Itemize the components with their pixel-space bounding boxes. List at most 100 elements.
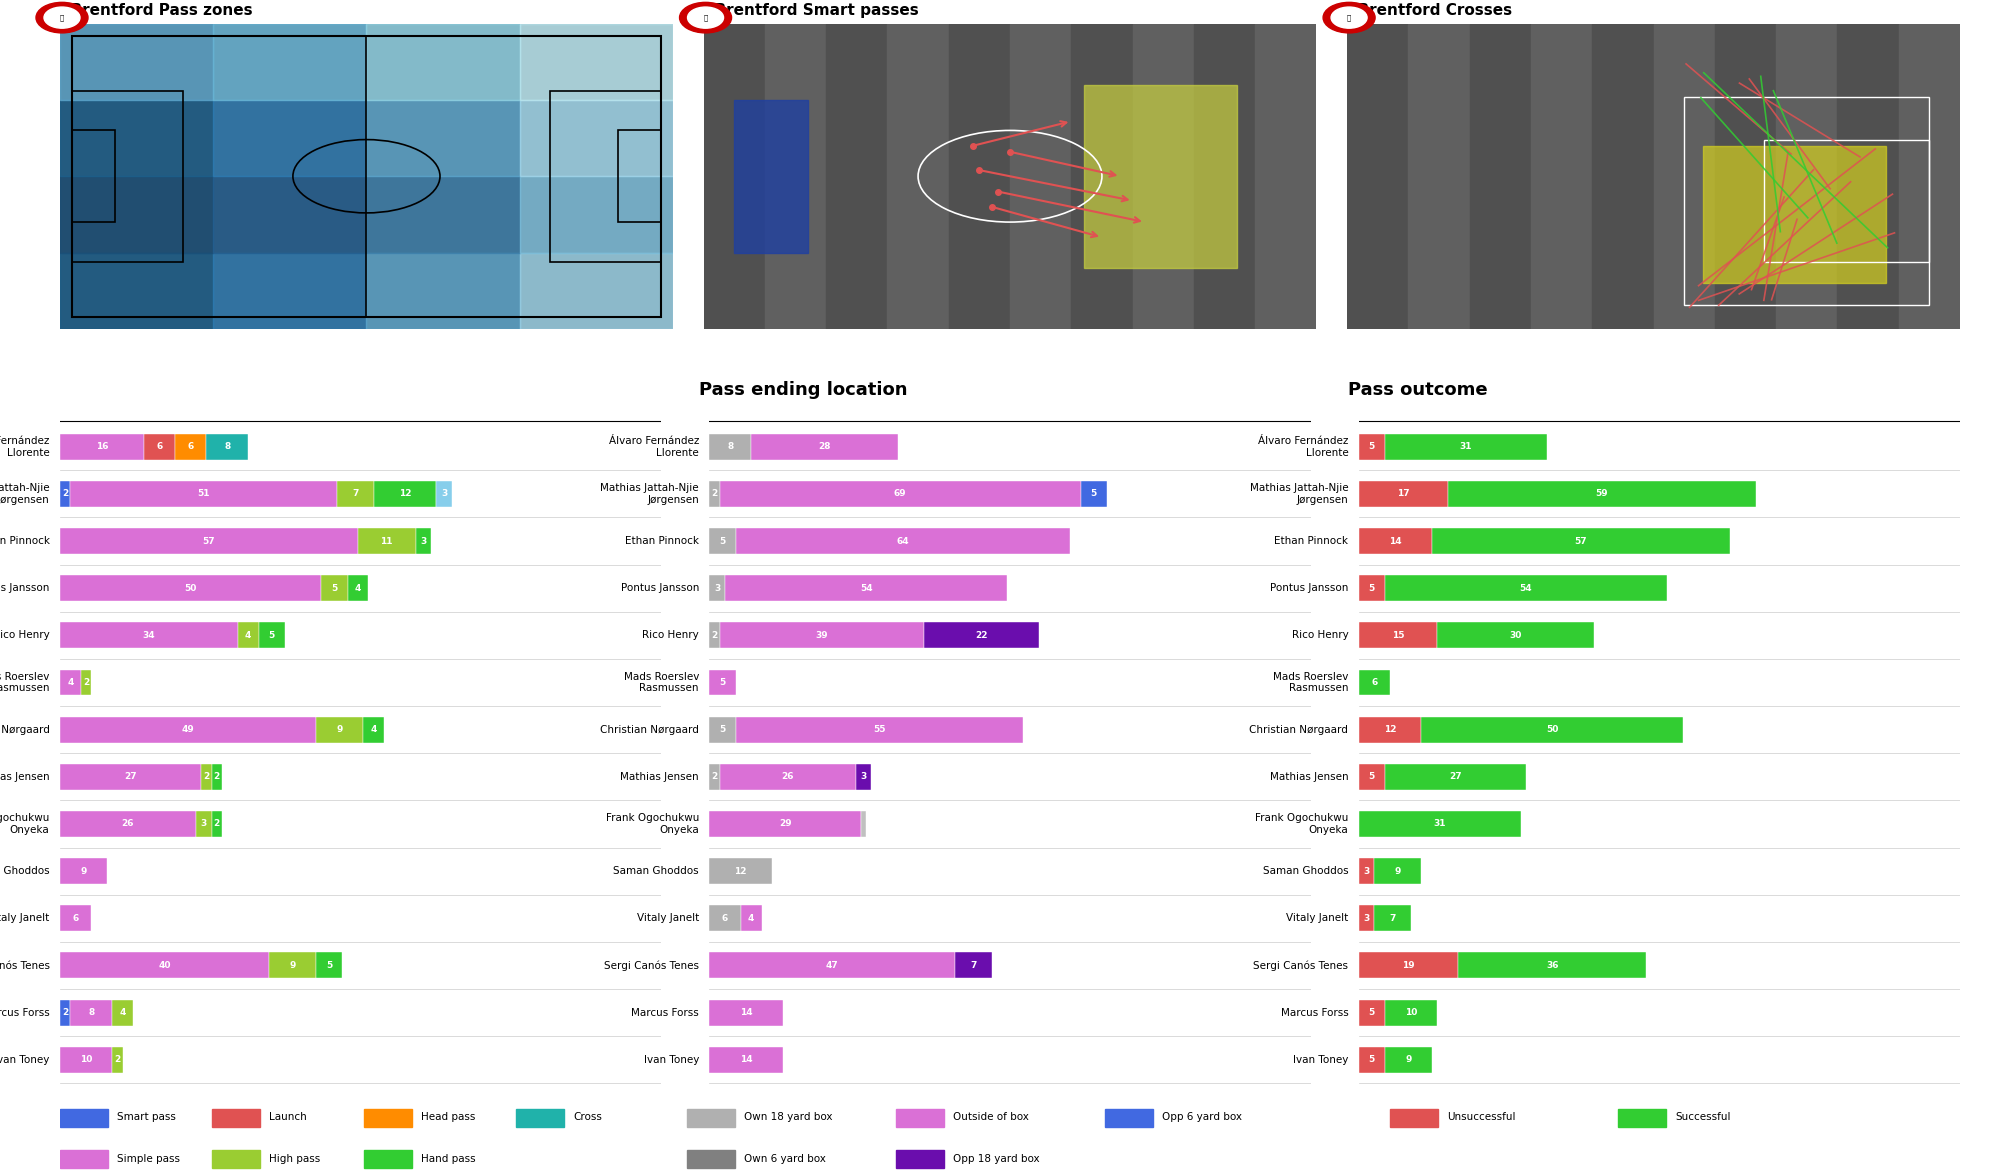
Text: Sergi Canós Tenes: Sergi Canós Tenes <box>0 960 50 971</box>
Text: 5: 5 <box>1368 1008 1374 1018</box>
Text: 64: 64 <box>896 537 910 545</box>
Bar <box>60 100 214 176</box>
Text: 17: 17 <box>1396 489 1410 498</box>
Text: 7: 7 <box>352 489 358 498</box>
Text: Saman Ghoddos: Saman Ghoddos <box>1262 866 1348 877</box>
Text: 54: 54 <box>1520 584 1532 592</box>
Text: Álvaro Fernández
Llorente: Álvaro Fernández Llorente <box>608 436 698 457</box>
Bar <box>720 764 856 790</box>
Text: Christian Nørgaard: Christian Nørgaard <box>0 725 50 734</box>
Text: 26: 26 <box>782 772 794 781</box>
Bar <box>60 1150 108 1168</box>
Text: Ethan Pinnock: Ethan Pinnock <box>1274 536 1348 546</box>
Bar <box>60 764 202 790</box>
Text: Ethan Pinnock: Ethan Pinnock <box>624 536 698 546</box>
Bar <box>60 1047 112 1073</box>
Bar <box>726 576 1008 602</box>
Bar <box>896 1109 944 1127</box>
Text: 10: 10 <box>1404 1008 1418 1018</box>
Text: 5: 5 <box>1368 584 1374 592</box>
Bar <box>1256 24 1316 329</box>
Bar <box>366 176 520 253</box>
Bar <box>1358 1000 1384 1026</box>
Bar <box>212 811 222 837</box>
Bar <box>212 1109 260 1127</box>
Text: 6: 6 <box>156 442 162 451</box>
Bar <box>710 1047 782 1073</box>
Bar <box>364 717 384 743</box>
Bar <box>1384 1047 1432 1073</box>
Bar <box>1408 24 1470 329</box>
Text: Ivan Toney: Ivan Toney <box>1292 1055 1348 1065</box>
Bar <box>60 1000 70 1026</box>
Bar <box>60 670 80 696</box>
Bar <box>1080 481 1106 506</box>
Text: 3: 3 <box>1364 867 1370 875</box>
Text: 12: 12 <box>398 489 412 498</box>
Text: 5: 5 <box>1368 442 1374 451</box>
Bar <box>366 24 520 100</box>
Bar <box>366 253 520 329</box>
Text: Opp 6 yard box: Opp 6 yard box <box>1162 1113 1242 1122</box>
Text: 2: 2 <box>62 1008 68 1018</box>
Bar <box>366 100 520 176</box>
Bar <box>238 623 258 649</box>
Bar <box>1358 576 1384 602</box>
Text: 11: 11 <box>380 537 394 545</box>
Bar <box>860 811 866 837</box>
Bar <box>1390 1109 1438 1127</box>
Bar <box>348 576 368 602</box>
Text: 2: 2 <box>204 772 210 781</box>
Bar <box>1438 623 1594 649</box>
Text: 54: 54 <box>860 584 872 592</box>
Bar <box>60 176 214 253</box>
Text: Simple pass: Simple pass <box>116 1154 180 1163</box>
Bar <box>710 764 720 790</box>
Bar <box>144 434 176 459</box>
Bar <box>202 764 212 790</box>
Text: Pontus Jansson: Pontus Jansson <box>620 583 698 593</box>
Text: 4: 4 <box>120 1008 126 1018</box>
Bar <box>322 576 348 602</box>
Text: 8: 8 <box>88 1008 94 1018</box>
Text: Saman Ghoddos: Saman Ghoddos <box>614 866 698 877</box>
Bar <box>60 253 214 329</box>
Bar <box>60 576 322 602</box>
Text: 5: 5 <box>1090 489 1096 498</box>
Text: Ivan Toney: Ivan Toney <box>0 1055 50 1065</box>
Bar <box>720 481 1080 506</box>
Text: Ethan Pinnock: Ethan Pinnock <box>0 536 50 546</box>
Text: 34: 34 <box>142 631 156 640</box>
Bar <box>1470 24 1530 329</box>
Text: 9: 9 <box>1394 867 1402 875</box>
Text: 2: 2 <box>712 631 718 640</box>
Text: 4: 4 <box>370 725 376 734</box>
Text: Mads Roerslev
Rasmussen: Mads Roerslev Rasmussen <box>1272 672 1348 693</box>
Bar <box>888 24 948 329</box>
Text: 50: 50 <box>184 584 196 592</box>
Bar <box>1358 858 1374 884</box>
Bar <box>704 24 764 329</box>
Bar <box>710 576 726 602</box>
Bar <box>374 481 436 506</box>
Text: 3: 3 <box>860 772 866 781</box>
Bar <box>1838 24 1898 329</box>
Bar <box>70 481 338 506</box>
Text: Saman Ghoddos: Saman Ghoddos <box>0 866 50 877</box>
Bar <box>316 953 342 979</box>
Text: 27: 27 <box>1450 772 1462 781</box>
Bar <box>520 253 672 329</box>
Text: 4: 4 <box>354 584 362 592</box>
Text: Pontus Jansson: Pontus Jansson <box>0 583 50 593</box>
Text: ⚽: ⚽ <box>70 11 76 21</box>
Bar <box>710 434 752 459</box>
Bar <box>60 717 316 743</box>
Bar <box>270 953 316 979</box>
Text: Mathias Jensen: Mathias Jensen <box>0 772 50 781</box>
Text: 4: 4 <box>246 631 252 640</box>
Bar <box>1358 764 1384 790</box>
Text: Rico Henry: Rico Henry <box>0 630 50 640</box>
Bar <box>1384 1000 1438 1026</box>
Bar <box>1358 481 1448 506</box>
Bar <box>924 623 1038 649</box>
